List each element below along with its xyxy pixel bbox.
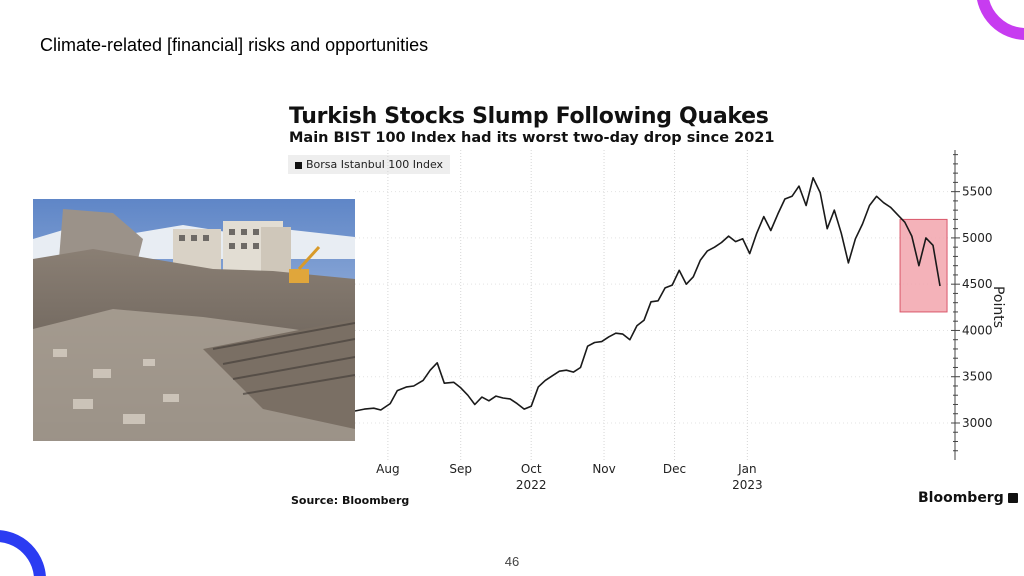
x-tick-label: Sep [449,462,472,476]
purple-arc [977,0,1024,40]
y-tick-label: 3500 [962,370,993,384]
chart-subtitle: Main BIST 100 Index had its worst two-da… [289,130,775,146]
highlight-box [899,218,948,313]
x-tick-label: Dec [663,462,686,476]
x-tick-year: 2023 [732,478,763,492]
chart-source: Source: Bloomberg [291,494,410,507]
y-tick-label: 4500 [962,277,993,291]
grid-lines [355,150,955,460]
page-number: 46 [504,554,520,569]
y-axis-label: Points [990,286,1006,328]
brand-mark-icon [1007,493,1018,503]
y-tick-label: 5000 [962,231,993,245]
x-tick-label: Oct [521,462,542,476]
series-layer [354,177,941,412]
x-tick-year: 2022 [516,478,547,492]
corner-arc-top-right [977,0,1024,40]
y-tick-label: 3000 [962,416,993,430]
brand-text: Bloomberg [918,490,1004,506]
legend-swatch [295,161,302,169]
y-tick-label: 4000 [962,323,993,337]
highlight-region [899,218,948,313]
legend-label: Borsa Istanbul 100 Index [306,158,444,171]
chart-title: Turkish Stocks Slump Following Quakes [289,104,769,129]
chart-legend: Borsa Istanbul 100 Index [288,155,451,174]
bloomberg-logo: Bloomberg [918,490,1018,506]
x-tick-label: Jan [737,462,757,476]
series-line-bist100 [354,177,941,412]
x-tick-label: Nov [592,462,615,476]
slide-title: Climate-related [financial] risks and op… [40,35,429,55]
x-axis-labels: Aug Sep Oct 2022 Nov Dec Jan 2023 [376,462,762,492]
corner-arc-bottom-left [0,530,46,576]
y-axis: 3000 3500 4000 4500 5000 5500 [951,150,993,460]
earthquake-rubble-photo [33,199,355,441]
y-tick-label: 5500 [962,185,993,199]
x-tick-label: Aug [376,462,399,476]
blue-arc [0,530,46,576]
